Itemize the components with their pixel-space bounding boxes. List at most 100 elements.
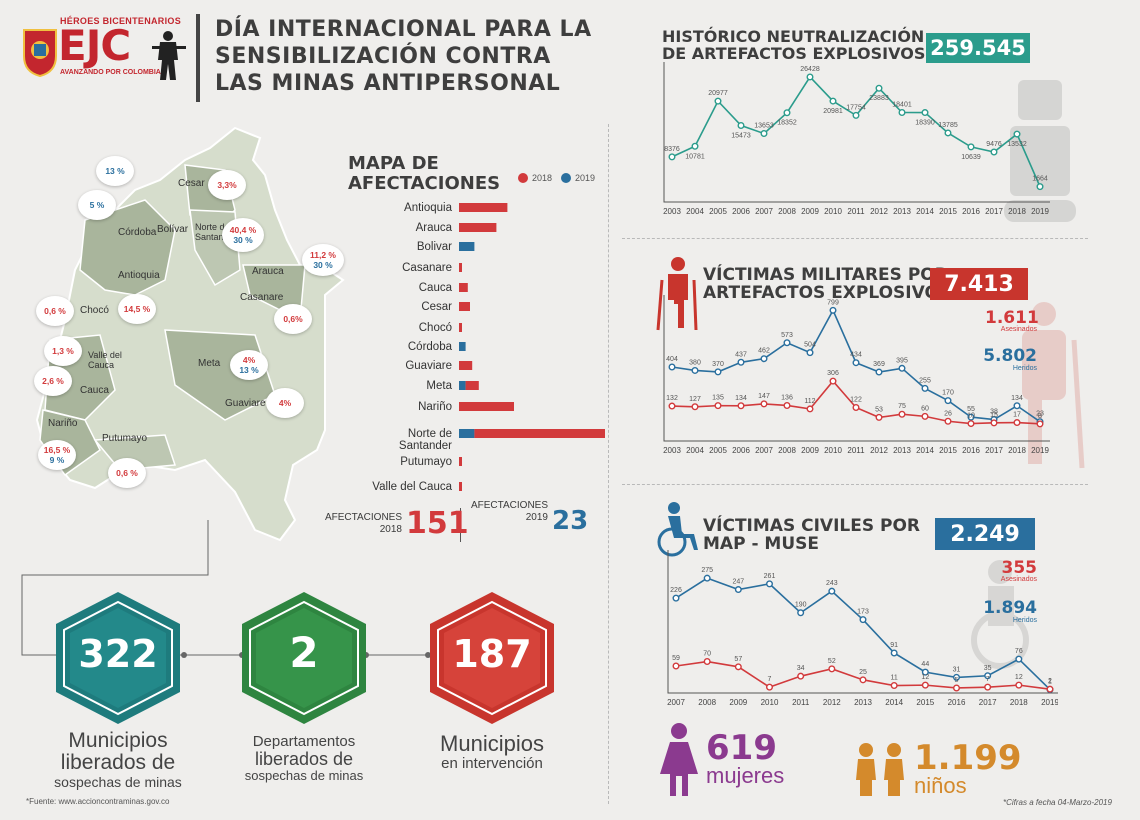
data-point <box>984 672 992 680</box>
data-point <box>967 413 975 421</box>
data-point <box>921 681 929 689</box>
pct-bubble: 0,6% <box>274 304 312 334</box>
hex-caption-line: Municipios <box>68 729 168 752</box>
data-label: 15 <box>990 412 998 419</box>
data-point <box>829 306 837 314</box>
data-point <box>967 420 975 428</box>
chart2-heridos-label: Heridos <box>1012 365 1037 372</box>
bar-2018 <box>459 323 462 332</box>
bar-2019 <box>459 342 466 351</box>
data-label: 243 <box>826 580 838 587</box>
data-label: 132 <box>666 395 678 402</box>
x-tick-label: 2016 <box>962 446 980 455</box>
data-label: 10781 <box>685 153 705 160</box>
data-point <box>714 402 722 410</box>
data-point <box>859 676 867 684</box>
wheelchair-bg-icon <box>971 560 1029 669</box>
data-label: 57 <box>734 656 742 663</box>
data-label: 9476 <box>986 141 1002 148</box>
chart2-asesinados-label: Asesinados <box>1000 326 1037 333</box>
data-point <box>829 377 837 385</box>
data-point <box>691 403 699 411</box>
x-tick-label: 2007 <box>755 446 773 455</box>
x-tick-label: 2004 <box>686 446 704 455</box>
x-tick-label: 2008 <box>698 698 716 707</box>
data-label: 370 <box>712 361 724 368</box>
data-point <box>737 121 745 129</box>
soldier-icon <box>152 31 186 80</box>
woman-icon <box>660 723 698 796</box>
data-point <box>890 682 898 690</box>
bar-2018 <box>459 457 462 466</box>
chart1-total-badge: 259.545 <box>926 33 1030 63</box>
chart2-total-badge: 7.413 <box>930 268 1028 300</box>
hex-caption-line: liberados de <box>254 749 354 769</box>
data-point <box>828 587 836 595</box>
x-tick-label: 2015 <box>939 446 957 455</box>
x-tick-label: 2018 <box>1010 698 1028 707</box>
data-point <box>829 97 837 105</box>
x-tick-label: 2016 <box>962 207 980 216</box>
bar-category-label: Meta <box>426 380 452 392</box>
chart2-title: VÍCTIMAS MILITARES POR ARTEFACTOS EXPLOS… <box>703 266 951 302</box>
pct-bubble: 0,6 % <box>36 296 74 326</box>
vertical-divider <box>608 124 609 804</box>
data-label: 275 <box>701 567 713 574</box>
data-label: 226 <box>670 587 682 594</box>
data-point <box>760 400 768 408</box>
map-label-arauca: Arauca <box>252 266 284 277</box>
map-label-guaviare: Guaviare <box>225 398 266 409</box>
data-point <box>1036 183 1044 191</box>
hex-caption-line: sospechas de minas <box>244 768 364 783</box>
chart2-line-chart: 2003 2004 2005 2006 2007 2008 2009 2010 2011 2012… <box>663 295 1050 455</box>
bar-category-label: Cauca <box>418 282 452 294</box>
data-point <box>760 130 768 138</box>
data-label: 13532 <box>1007 141 1027 148</box>
data-point <box>797 609 805 617</box>
afectaciones-title-line-2: AFECTACIONES <box>348 173 501 194</box>
x-tick-label: 2006 <box>732 207 750 216</box>
bar-2018 <box>459 302 470 311</box>
bar-2018 <box>459 223 497 232</box>
cifras-note: *Cifras a fecha 04-Marzo-2019 <box>1003 798 1112 807</box>
hex-caption-municipios-liberados: Municipios liberados de sospechas de min… <box>30 729 206 791</box>
ninos-label: niños <box>914 773 967 798</box>
page-title: DÍA INTERNACIONAL PARA LA SENSIBILIZACIÓ… <box>215 16 592 97</box>
bar-2018 <box>459 203 508 212</box>
x-tick-label: 2013 <box>893 446 911 455</box>
horizontal-divider <box>622 238 1088 239</box>
map-label-antioquia: Antioquia <box>118 270 160 281</box>
data-label: 11 <box>891 675 898 682</box>
data-point <box>765 580 773 588</box>
data-point <box>852 403 860 411</box>
bar-2018 <box>459 402 514 411</box>
map-label-choco: Chocó <box>80 305 109 316</box>
data-label: 136 <box>781 394 793 401</box>
data-label: 8376 <box>664 146 680 153</box>
data-point <box>1015 655 1023 663</box>
x-tick-label: 2019 <box>1041 698 1058 707</box>
x-tick-label: 2005 <box>709 446 727 455</box>
chart-axis <box>663 295 1050 442</box>
map-label-casanare: Casanare <box>240 292 284 303</box>
data-point <box>703 658 711 666</box>
pct-bubble: 5 % <box>78 190 116 220</box>
data-label: 23883 <box>869 95 889 102</box>
data-label: 31 <box>953 666 961 673</box>
afectaciones-2019-label-line-1: AFECTACIONES <box>470 500 548 511</box>
chart3-heridos-label: Heridos <box>1012 617 1037 624</box>
data-point <box>734 663 742 671</box>
bar-2019 <box>459 381 466 390</box>
bar-category-label: Putumayo <box>400 456 452 468</box>
data-label: 20977 <box>708 90 728 97</box>
data-label: 13653 <box>754 123 774 130</box>
chart3-asesinados-value: 355 <box>1001 558 1038 578</box>
bar-category-label: Casanare <box>402 262 452 274</box>
x-tick-label: 2012 <box>823 698 841 707</box>
data-point <box>1036 420 1044 428</box>
data-point <box>734 586 742 594</box>
data-point <box>875 368 883 376</box>
x-tick-label: 2010 <box>824 207 842 216</box>
data-label: 799 <box>827 299 839 306</box>
data-point <box>859 616 867 624</box>
